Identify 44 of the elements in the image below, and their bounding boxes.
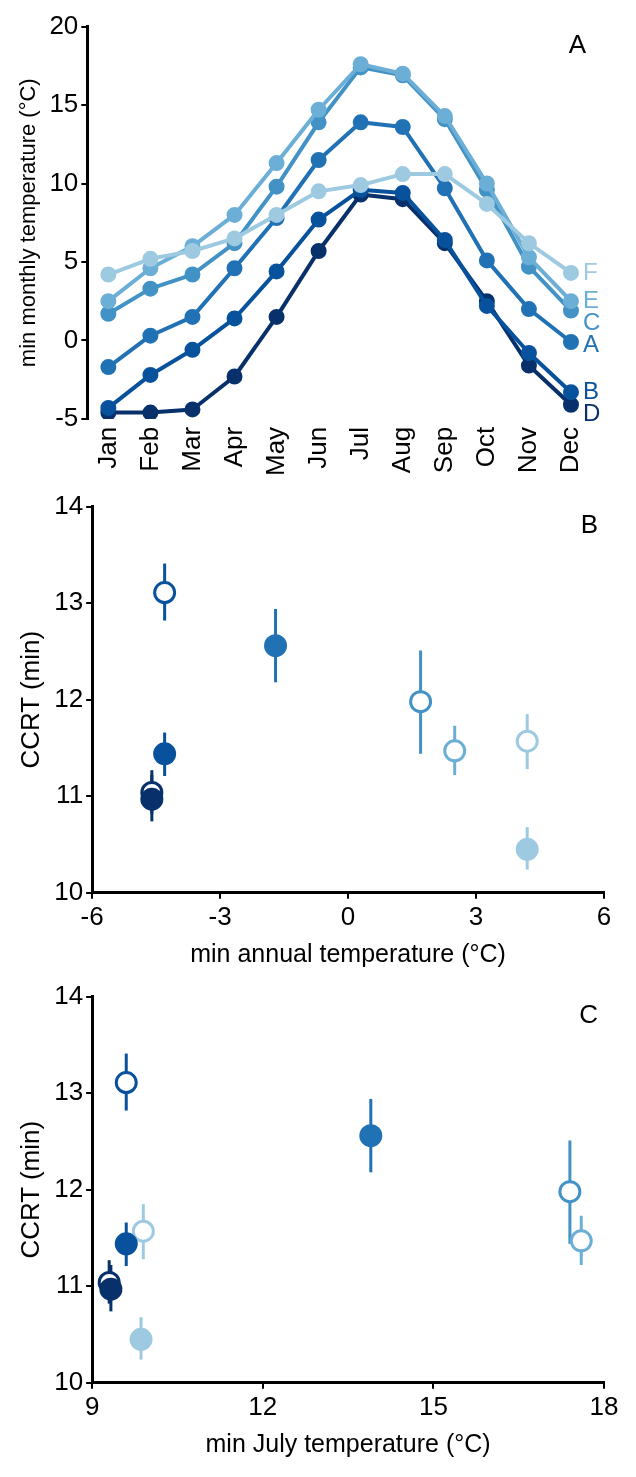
y-axis-title: CCRT (min) (14, 1120, 45, 1259)
x-tick-label: Sep (427, 426, 458, 474)
x-tick-label: 0 (340, 900, 356, 931)
y-tick-label: 5 (63, 245, 79, 276)
y-tick-label: 14 (54, 979, 84, 1010)
y-tick-label: 12 (54, 682, 84, 713)
y-tick-label: 14 (54, 489, 84, 520)
x-tick-label: 3 (468, 900, 484, 931)
x-axis-title: min annual temperature (°C) (190, 938, 506, 967)
y-tick-label: 11 (56, 779, 84, 810)
y-tick-label: 11 (56, 1269, 84, 1300)
x-tick-label: 9 (84, 1390, 100, 1421)
x-tick-label: Nov (512, 426, 543, 474)
x-tick-label: Jun (301, 426, 332, 469)
y-tick-label: 13 (54, 586, 84, 617)
annotation: C (579, 998, 598, 1029)
x-tick-label: Aug (385, 426, 416, 474)
annotation: B (580, 508, 598, 539)
x-axis-title: min July temperature (°C) (205, 1428, 491, 1457)
y-tick-label: 0 (63, 323, 79, 354)
y-tick-label: 13 (54, 1076, 84, 1107)
x-tick-label: Feb (133, 426, 164, 472)
x-tick-label: May (259, 426, 290, 477)
y-tick-label: 20 (49, 9, 79, 40)
y-tick-label: 10 (49, 166, 79, 197)
y-tick-label: 10 (54, 1365, 84, 1396)
y-axis-title: CCRT (min) (14, 630, 45, 769)
x-tick-label: Jan (91, 426, 122, 469)
y-axis-title: min monthly temperature (°C) (15, 78, 41, 368)
x-tick-label: Apr (217, 426, 248, 468)
x-tick-label: 18 (589, 1390, 619, 1421)
x-tick-label: -3 (208, 900, 232, 931)
x-tick-label: Jul (343, 426, 374, 461)
x-tick-label: Dec (554, 426, 585, 474)
annotation: A (568, 28, 587, 59)
series-label: F (582, 257, 598, 285)
x-tick-label: 6 (596, 900, 612, 931)
y-tick-label: 15 (49, 88, 79, 119)
y-tick-label: -5 (55, 402, 79, 433)
x-tick-label: 12 (248, 1390, 278, 1421)
x-tick-label: 15 (418, 1390, 448, 1421)
y-tick-label: 12 (54, 1172, 84, 1203)
x-tick-label: Oct (470, 426, 501, 468)
x-tick-label: Mar (175, 426, 206, 472)
